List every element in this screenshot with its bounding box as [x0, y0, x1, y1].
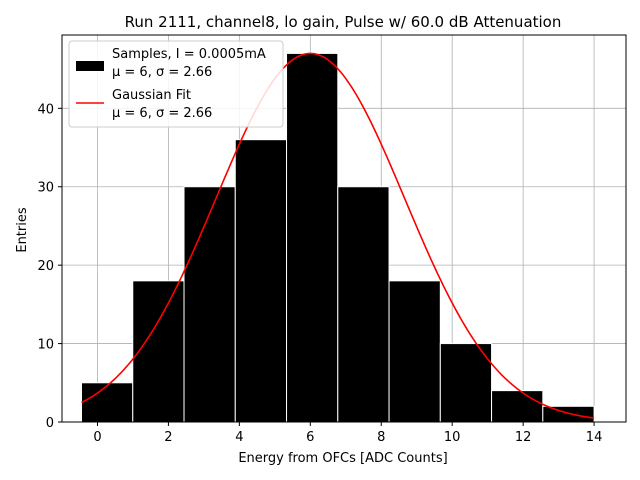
gaussian-fit-line	[81, 52, 595, 419]
legend-box	[68, 40, 284, 128]
y-tick-label: 10	[37, 338, 54, 353]
y-tick-label: 0	[46, 416, 54, 431]
y-tick-label: 20	[37, 259, 54, 274]
histogram-bar	[286, 52, 339, 423]
x-tick-label: 0	[93, 430, 101, 445]
histogram-bar	[81, 382, 134, 423]
chart-title: Run 2111, channel8, lo gain, Pulse w/ 60…	[125, 13, 562, 31]
legend-samples-label: Samples, I = 0.0005mA	[112, 47, 266, 62]
histogram-bars	[81, 52, 595, 423]
legend-samples-swatch	[76, 61, 104, 71]
legend-fit-stats: μ = 6, σ = 2.66	[112, 106, 212, 121]
x-axis-label: Energy from OFCs [ADC Counts]	[238, 451, 447, 466]
y-tick-label: 30	[37, 181, 54, 196]
fit-curve-layer	[81, 52, 595, 419]
histogram-bar	[337, 186, 390, 423]
x-tick-label: 8	[377, 430, 385, 445]
histogram-bar	[183, 186, 236, 423]
x-tick-label: 10	[444, 430, 461, 445]
y-tick-label: 40	[37, 102, 54, 117]
legend-fit-label: Gaussian Fit	[112, 88, 191, 103]
y-axis-label: Entries	[15, 207, 30, 253]
x-tick-label: 12	[515, 430, 532, 445]
x-tick-label: 6	[306, 430, 314, 445]
histogram-bar	[388, 280, 441, 423]
histogram-bar	[132, 280, 185, 423]
legend: Samples, I = 0.0005mA μ = 6, σ = 2.66 Ga…	[68, 40, 284, 128]
histogram-bar	[491, 390, 544, 423]
histogram-bar	[234, 139, 288, 423]
histogram-bar	[542, 405, 595, 423]
x-tick-label: 14	[586, 430, 603, 445]
plot-frame	[61, 34, 627, 423]
legend-samples-stats: μ = 6, σ = 2.66	[112, 65, 212, 80]
x-tick-label: 2	[164, 430, 172, 445]
x-tick-label: 4	[235, 430, 243, 445]
axis-ticks: 0 2 4 6 8 10 12 14 0 10 20 30 40	[37, 102, 602, 445]
